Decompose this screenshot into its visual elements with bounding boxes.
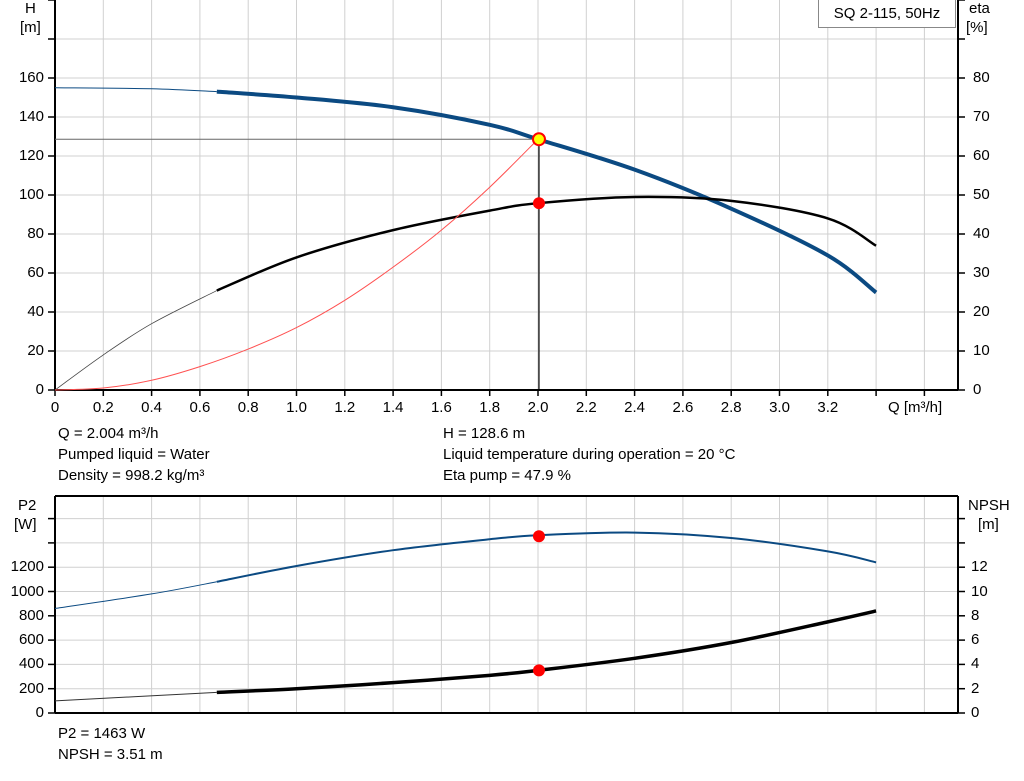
- y-left-unit-p2: [W]: [14, 516, 37, 533]
- x-tick-label: 0: [50, 399, 60, 416]
- y-left-tick-label: 400: [18, 655, 44, 673]
- y-left-tick-label: 80: [27, 225, 44, 242]
- eta-curve: [216, 195, 877, 292]
- y-right-title-npsh: NPSH: [968, 497, 1010, 514]
- y-right-unit-npsh: [m]: [978, 516, 999, 533]
- y-left-tick-label: 0: [35, 381, 44, 398]
- info-density: Density = 998.2 kg/m³: [58, 467, 205, 484]
- y-left-unit-h: [m]: [20, 19, 41, 36]
- y-left-tick-label: 40: [27, 303, 44, 320]
- y-right-tick-label: 10: [973, 342, 990, 359]
- eta-curve-thin: [54, 290, 217, 391]
- p2-curve: [216, 531, 877, 583]
- x-tick-label: 3.0: [769, 399, 790, 416]
- y-left-tick-label: 1200: [10, 558, 44, 576]
- duty-point-head: [531, 132, 546, 147]
- x-tick-label: 0.2: [92, 399, 114, 416]
- x-tick-label: 3.2: [817, 399, 839, 416]
- x-tick-label: 2.6: [672, 399, 694, 416]
- y-right-tick-label: 6: [971, 631, 980, 649]
- y-left-tick-label: 600: [18, 631, 44, 649]
- legend-box: SQ 2-115, 50Hz: [818, 0, 956, 28]
- head-curve-thin: [54, 87, 217, 93]
- y-right-tick-label: 12: [971, 558, 988, 576]
- npsh-curve: [216, 609, 877, 695]
- y-left-tick-label: 200: [18, 679, 44, 697]
- x-tick-label: 0.6: [189, 399, 211, 416]
- x-tick-label: 2.0: [527, 399, 549, 416]
- x-tick-label: 1.8: [479, 399, 501, 416]
- y-right-tick-label: 60: [973, 147, 990, 164]
- p2-curve-thin: [54, 581, 217, 610]
- info-q: Q = 2.004 m³/h: [58, 425, 159, 442]
- info-h: H = 128.6 m: [443, 425, 526, 442]
- duty-point-npsh: [532, 664, 545, 677]
- y-right-tick-label: 30: [973, 264, 990, 281]
- y-right-tick-label: 10: [971, 582, 988, 600]
- y-right-tick-label: 40: [973, 225, 990, 242]
- info-p2: P2 = 1463 W: [58, 725, 146, 742]
- y-right-tick-label: 80: [973, 69, 990, 86]
- y-left-tick-label: 1000: [10, 582, 44, 600]
- y-left-tick-label: 160: [18, 69, 44, 86]
- y-left-tick-label: 120: [18, 147, 44, 164]
- legend-label: SQ 2-115, 50Hz: [833, 5, 941, 22]
- y-right-tick-label: 20: [973, 303, 990, 320]
- y-right-unit-eta: [%]: [966, 19, 988, 36]
- y-right-tick-label: 4: [971, 655, 980, 673]
- x-tick-label: 1.4: [382, 399, 404, 416]
- y-left-tick-label: 20: [27, 342, 44, 359]
- y-left-tick-label: 100: [18, 186, 44, 203]
- y-right-title-eta: eta: [969, 0, 990, 17]
- x-tick-label: 1.2: [334, 399, 356, 416]
- info-eta: Eta pump = 47.9 %: [443, 467, 571, 484]
- y-left-tick-label: 60: [27, 264, 44, 281]
- x-tick-label: 2.2: [575, 399, 597, 416]
- y-right-tick-label: 0: [971, 704, 980, 721]
- x-tick-label: 2.4: [624, 399, 646, 416]
- y-left-tick-label: 140: [18, 108, 44, 125]
- y-left-title-h: H: [25, 0, 36, 17]
- head-curve: [216, 89, 878, 295]
- x-axis-title: Q [m³/h]: [888, 399, 943, 416]
- y-right-tick-label: 0: [973, 381, 982, 398]
- y-right-tick-label: 50: [973, 186, 990, 203]
- x-tick-label: 1.6: [430, 399, 452, 416]
- y-right-tick-label: 2: [971, 679, 980, 697]
- y-right-tick-label: 8: [971, 606, 980, 624]
- info-temp: Liquid temperature during operation = 20…: [443, 446, 736, 463]
- x-tick-label: 2.8: [720, 399, 742, 416]
- x-tick-label: 0.4: [141, 399, 163, 416]
- y-left-title-p2: P2: [18, 497, 37, 514]
- duty-point-eta: [532, 197, 545, 210]
- info-liquid: Pumped liquid = Water: [58, 446, 210, 463]
- x-tick-label: 0.8: [237, 399, 259, 416]
- y-left-tick-label: 0: [35, 704, 44, 721]
- y-right-tick-label: 70: [973, 108, 990, 125]
- system-curve: [54, 138, 539, 391]
- y-left-tick-label: 800: [18, 606, 44, 624]
- duty-point-p2: [532, 530, 545, 543]
- npsh-curve-thin: [54, 691, 217, 702]
- info-npsh: NPSH = 3.51 m: [58, 746, 163, 763]
- x-tick-label: 1.0: [286, 399, 307, 416]
